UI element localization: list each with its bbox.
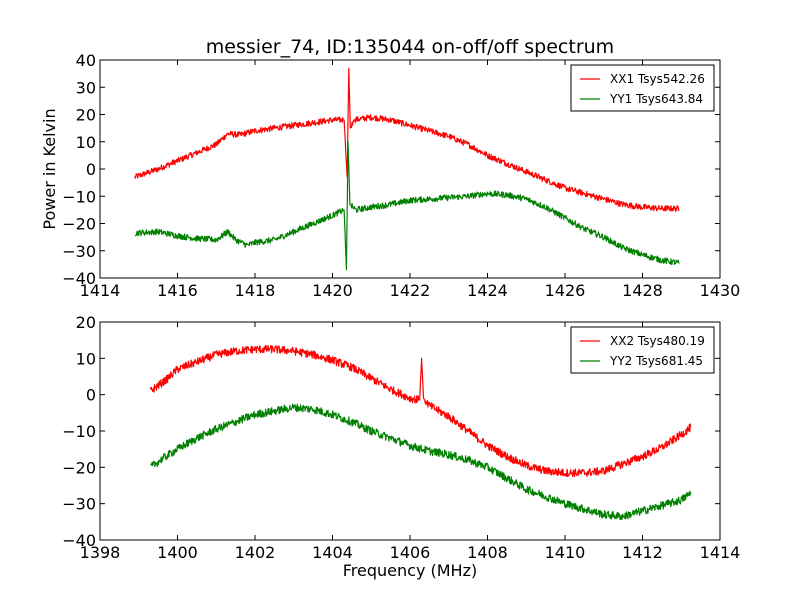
y-tick-label: −30 [62, 242, 96, 261]
y-tick-label: 0 [86, 386, 96, 405]
series-line-yy [134, 141, 680, 271]
legend-box [570, 326, 715, 374]
x-tick-label: 1428 [622, 281, 663, 300]
y-tick-label: −10 [62, 187, 96, 206]
top-subplot: messier_74, ID:135044 on-off/off spectru… [40, 36, 740, 300]
y-tick-label: 10 [76, 349, 96, 368]
x-tick-label: 1410 [545, 543, 586, 562]
x-tick-label: 1414 [80, 281, 121, 300]
legend-box [570, 64, 715, 112]
x-tick-label: 1400 [157, 543, 198, 562]
x-tick-label: 1404 [312, 543, 353, 562]
x-tick-label: 1406 [390, 543, 431, 562]
y-tick-label: −20 [62, 215, 96, 234]
x-tick-label: 1398 [80, 543, 121, 562]
y-tick-label: −20 [62, 458, 96, 477]
bottom-axes-frame [99, 321, 721, 541]
x-axis-label: Frequency (MHz) [343, 561, 477, 580]
legend-label: YY1 Tsys643.84 [609, 92, 703, 106]
x-tick-label: 1416 [157, 281, 198, 300]
bottom-ticks: 1398 1400 1402 1404 1406 1408 1410 1412 1414 20 10… [62, 313, 740, 562]
x-tick-label: 1402 [235, 543, 276, 562]
x-tick-label: 1408 [467, 543, 508, 562]
x-tick-label: 1426 [545, 281, 586, 300]
x-tick-label: 1424 [467, 281, 508, 300]
x-tick-label: 1412 [622, 543, 663, 562]
bottom-legend: XX2 Tsys480.19 YY2 Tsys681.45 [570, 326, 715, 374]
x-tick-label: 1418 [235, 281, 276, 300]
y-tick-label: −40 [62, 531, 96, 550]
legend-label: XX1 Tsys542.26 [610, 72, 705, 86]
y-tick-label: −40 [62, 269, 96, 288]
x-tick-label: 1420 [312, 281, 353, 300]
y-tick-label: 20 [76, 313, 96, 332]
chart-title: messier_74, ID:135044 on-off/off spectru… [206, 36, 614, 58]
y-tick-label: −30 [62, 495, 96, 514]
top-ticks: 1414 1416 1418 1420 1422 1424 1426 1428 1430 40 30… [62, 51, 740, 300]
x-tick-label: 1422 [390, 281, 431, 300]
y-tick-label: 30 [76, 78, 96, 97]
series-line-yy [150, 403, 692, 521]
legend-label: YY2 Tsys681.45 [609, 354, 703, 368]
series-line-xx [149, 344, 692, 478]
y-tick-label: 10 [76, 133, 96, 152]
x-tick-label: 1414 [700, 543, 741, 562]
top-plot-lines [134, 67, 680, 271]
y-axis-label: Power in Kelvin [40, 108, 59, 229]
y-tick-label: 40 [76, 51, 96, 70]
y-tick-label: 0 [86, 160, 96, 179]
legend-label: XX2 Tsys480.19 [610, 334, 705, 348]
x-tick-label: 1430 [700, 281, 741, 300]
top-axes-frame [99, 59, 721, 279]
y-tick-label: −10 [62, 422, 96, 441]
bottom-subplot: Frequency (MHz) 1398 1400 1402 1404 1406 1408… [62, 313, 740, 580]
series-line-xx [134, 67, 680, 212]
top-legend: XX1 Tsys542.26 YY1 Tsys643.84 [570, 64, 715, 112]
bottom-plot-lines [149, 344, 692, 521]
y-tick-label: 20 [76, 106, 96, 125]
